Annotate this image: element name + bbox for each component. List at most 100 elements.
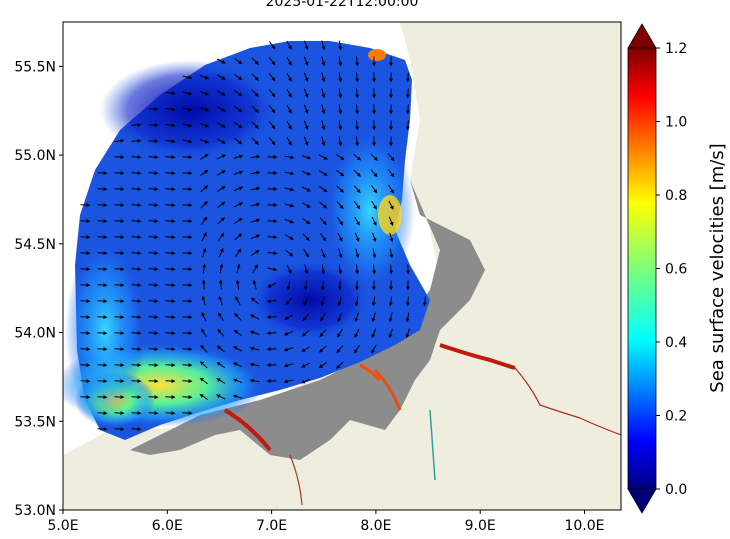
velocity-arrow	[266, 299, 277, 304]
velocity-arrow	[301, 202, 311, 208]
velocity-arrow	[371, 344, 377, 354]
velocity-arrow	[303, 40, 309, 51]
velocity-arrow	[336, 345, 344, 354]
velocity-arrow	[250, 314, 260, 320]
colorbar: 0.0 0.2 0.4 0.6 0.8 1.0 1.2 Sea surface veloci…	[627, 23, 728, 514]
velocity-arrow	[300, 378, 311, 384]
velocity-arrow	[337, 312, 343, 323]
velocity-arrow	[216, 170, 226, 176]
velocity-arrow	[370, 169, 378, 178]
velocity-arrow	[338, 136, 343, 147]
velocity-arrow	[218, 279, 223, 290]
velocity-arrow	[114, 138, 125, 143]
velocity-arrow	[200, 201, 208, 209]
velocity-arrow	[303, 104, 309, 115]
velocity-arrow	[303, 56, 309, 67]
colorbar-under-arrow	[627, 488, 657, 514]
velocity-arrow	[268, 41, 276, 50]
velocity-arrow	[252, 264, 258, 274]
velocity-arrow	[233, 217, 243, 224]
velocity-arrow	[268, 57, 276, 66]
velocity-arrow	[268, 73, 276, 82]
colorbar-tick-label: 0.2	[665, 409, 687, 425]
velocity-arrow	[302, 233, 310, 241]
velocity-arrow	[216, 361, 225, 368]
velocity-arrow	[218, 312, 224, 322]
velocity-arrow	[303, 120, 309, 131]
velocity-arrow	[301, 346, 311, 352]
velocity-arrow	[354, 216, 360, 226]
velocity-arrow	[372, 248, 377, 259]
velocity-arrow	[249, 346, 260, 351]
velocity-arrow	[286, 88, 292, 98]
velocity-arrow	[182, 107, 193, 112]
velocity-arrow	[371, 296, 376, 307]
velocity-arrow	[267, 235, 278, 240]
velocity-arrow	[301, 362, 311, 368]
velocity-arrow	[387, 153, 395, 162]
velocity-arrow	[303, 296, 309, 306]
x-tick-label: 7.0E	[256, 518, 287, 534]
velocity-arrow	[286, 136, 292, 146]
velocity-arrow	[321, 136, 326, 147]
velocity-arrow	[303, 136, 309, 147]
velocity-arrow	[234, 89, 243, 97]
velocity-arrow	[251, 89, 259, 97]
velocity-arrows	[80, 40, 427, 432]
jet-spot-north	[368, 49, 386, 61]
velocity-arrow	[249, 330, 260, 335]
velocity-arrow	[199, 106, 210, 112]
velocity-arrow	[321, 40, 326, 51]
velocity-arrow	[268, 89, 276, 98]
velocity-arrow	[405, 296, 410, 307]
land-islands	[510, 22, 621, 200]
velocity-arrow	[217, 217, 225, 225]
velocity-arrow	[234, 57, 243, 65]
velocity-arrow	[216, 154, 226, 160]
velocity-arrow	[422, 296, 427, 307]
velocity-arrow	[338, 88, 343, 99]
velocity-arrow	[267, 251, 278, 256]
colorbar-over-arrow	[627, 23, 657, 49]
velocity-arrow	[285, 249, 294, 257]
colorbar-tick-label: 0.0	[665, 482, 687, 498]
velocity-arrow	[283, 347, 294, 352]
velocity-arrow	[321, 56, 326, 67]
velocity-arrow	[338, 104, 343, 115]
velocity-arrow	[250, 218, 261, 223]
velocity-arrow	[200, 328, 207, 338]
estuary-weser	[373, 368, 402, 411]
colorbar-gradient	[627, 47, 657, 490]
velocity-arrow	[284, 234, 294, 240]
velocity-arrow	[405, 120, 410, 131]
velocity-arrow	[354, 232, 360, 243]
colorbar-tick-label: 1.0	[665, 115, 687, 131]
velocity-arrow	[286, 72, 292, 82]
velocity-arrow	[336, 201, 344, 210]
velocity-arrow	[318, 154, 328, 160]
velocity-arrow	[234, 121, 243, 129]
velocity-arrow	[371, 200, 377, 210]
velocity-arrow	[201, 312, 207, 322]
velocity-arrow	[266, 315, 277, 320]
velocity-arrow	[232, 362, 243, 368]
velocity-arrow	[165, 123, 176, 128]
velocity-arrow	[337, 217, 344, 226]
velocity-arrow	[320, 312, 326, 322]
velocity-arrow	[319, 329, 327, 338]
velocity-arrow	[250, 297, 259, 305]
velocity-arrow	[336, 169, 345, 177]
velocity-arrow	[389, 248, 394, 259]
velocity-arrow	[216, 106, 226, 112]
velocity-arrow	[199, 122, 210, 128]
velocity-arrow	[200, 185, 209, 193]
velocity-arrow	[353, 344, 360, 354]
y-tick-label: 53.5N	[14, 414, 56, 430]
velocity-arrow	[388, 296, 393, 307]
colorbar-ticks: 0.0 0.2 0.4 0.6 0.8 1.0 1.2	[656, 41, 687, 498]
velocity-arrow	[251, 57, 259, 65]
velocity-arrow	[389, 264, 394, 275]
colorbar-tick-label: 0.8	[665, 188, 687, 204]
velocity-arrow	[199, 393, 209, 400]
velocity-arrow	[250, 249, 260, 256]
